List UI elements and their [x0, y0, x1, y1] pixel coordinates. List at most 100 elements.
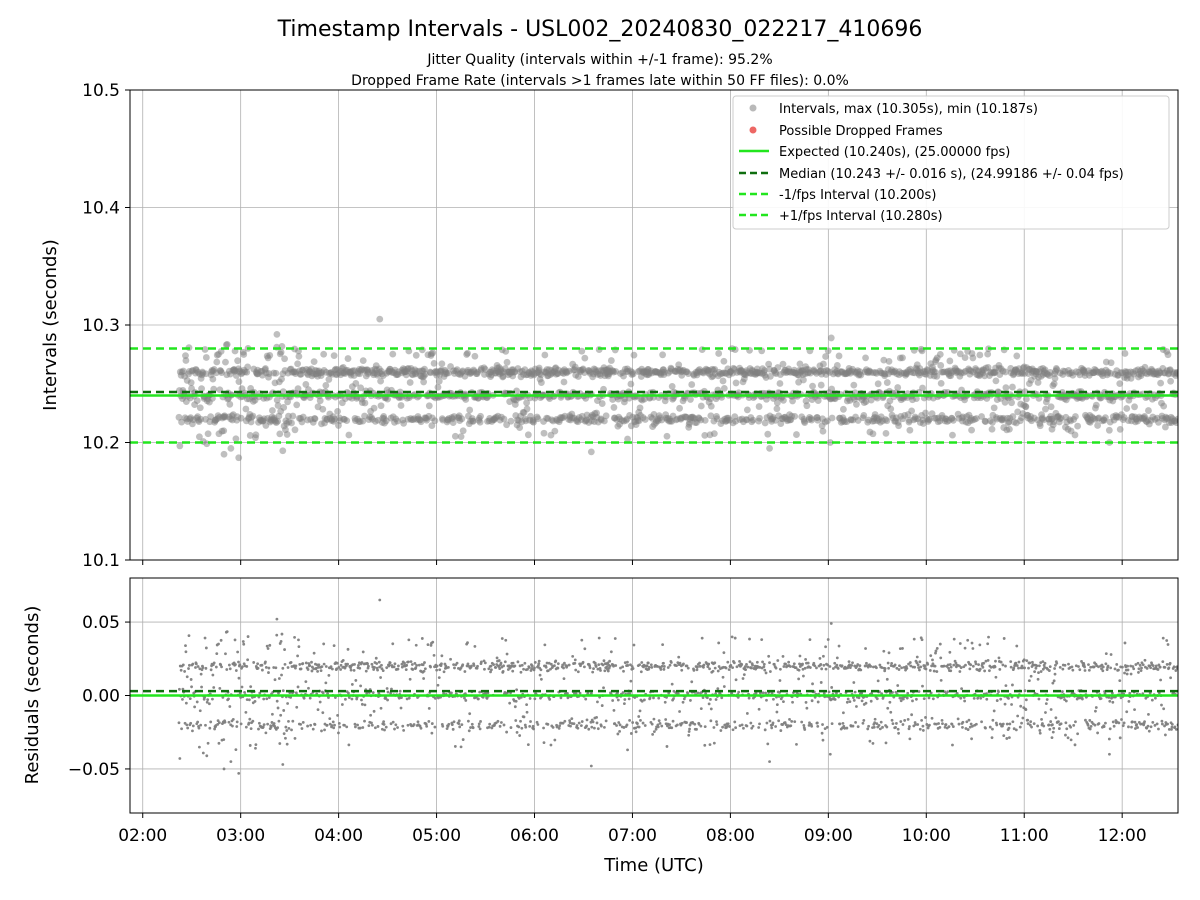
interval-point	[179, 367, 187, 375]
residual-point	[1155, 722, 1159, 726]
residual-point	[593, 726, 596, 730]
residual-point	[848, 663, 851, 667]
residual-point	[1047, 669, 1051, 672]
residual-point	[1051, 723, 1054, 727]
residual-point	[1168, 661, 1172, 665]
chart-subtitle-dropped: Dropped Frame Rate (intervals >1 frames …	[351, 73, 849, 89]
x-tick-label: 07:00	[608, 826, 657, 846]
residual-point	[1094, 706, 1098, 709]
residual-point	[381, 669, 385, 672]
residual-point	[993, 665, 997, 669]
interval-point	[1164, 351, 1172, 359]
residual-point	[758, 691, 762, 695]
interval-point	[1009, 413, 1017, 420]
residual-point	[735, 665, 739, 669]
residual-point	[1035, 664, 1039, 668]
residual-point	[625, 723, 629, 727]
residual-point	[687, 730, 691, 733]
residual-point	[734, 678, 738, 682]
residual-point	[908, 737, 912, 741]
residual-point	[252, 661, 256, 664]
interval-point	[766, 444, 773, 452]
residual-point	[276, 706, 280, 710]
residual-point	[1134, 663, 1138, 666]
residual-point	[1003, 702, 1007, 706]
residual-point	[457, 722, 461, 725]
residual-point	[613, 637, 617, 640]
residual-point	[1145, 726, 1149, 730]
residual-point	[731, 728, 735, 732]
residual-point	[507, 664, 511, 668]
interval-point	[756, 414, 763, 422]
residual-point	[1027, 666, 1030, 670]
interval-point	[687, 396, 694, 403]
interval-point	[389, 350, 397, 358]
residual-point	[768, 760, 771, 763]
residual-point	[274, 666, 278, 670]
residual-point	[725, 724, 729, 728]
residual-point	[875, 722, 879, 726]
residual-point	[526, 743, 530, 747]
residual-point	[1054, 716, 1058, 720]
residual-point	[264, 731, 268, 735]
residual-point	[802, 674, 805, 678]
residual-point	[926, 662, 930, 666]
interval-point	[235, 378, 243, 386]
interval-point	[359, 357, 367, 365]
interval-point	[291, 426, 299, 434]
residual-point	[680, 668, 684, 672]
residual-point	[529, 720, 532, 723]
residual-point	[872, 725, 876, 729]
residual-point	[267, 671, 270, 674]
residual-point	[472, 664, 476, 667]
residual-point	[387, 663, 391, 667]
residual-point	[897, 668, 901, 671]
residual-point	[1005, 737, 1009, 740]
interval-point	[1050, 380, 1058, 388]
residual-point	[632, 643, 636, 647]
residual-point	[770, 726, 774, 730]
residual-point	[832, 667, 835, 670]
residual-point	[982, 661, 986, 665]
interval-point	[344, 355, 352, 362]
residual-point	[433, 725, 437, 729]
residual-point	[487, 667, 491, 671]
residual-point	[466, 719, 470, 723]
residual-point	[436, 683, 440, 687]
residual-point	[546, 669, 550, 673]
residual-point	[911, 699, 914, 703]
interval-point	[1005, 425, 1013, 433]
residual-point	[187, 667, 190, 670]
residual-point	[787, 660, 791, 664]
residual-point	[409, 660, 413, 664]
residual-point	[1133, 708, 1136, 712]
residual-point	[970, 641, 974, 645]
residual-point	[390, 687, 393, 691]
interval-point	[425, 402, 433, 410]
residual-point	[1100, 667, 1103, 671]
residual-point	[460, 723, 464, 727]
residual-point	[204, 723, 207, 727]
residual-point	[244, 710, 248, 714]
residual-point	[685, 664, 689, 668]
residual-point	[502, 664, 505, 668]
residual-point	[533, 660, 537, 664]
residual-point	[284, 736, 287, 740]
residual-point	[217, 741, 221, 745]
residual-point	[930, 664, 934, 668]
residual-point	[912, 637, 916, 641]
x-tick-label: 10:00	[902, 826, 951, 846]
residual-point	[407, 696, 411, 700]
residual-point	[296, 685, 300, 689]
residual-point	[837, 644, 841, 648]
residual-point	[602, 659, 606, 663]
interval-point	[232, 435, 240, 443]
residual-point	[1110, 691, 1114, 695]
residual-point	[376, 668, 379, 672]
residual-point	[218, 686, 222, 690]
residual-point	[869, 699, 873, 703]
residual-point	[891, 722, 895, 726]
interval-point	[523, 405, 531, 413]
interval-point	[204, 430, 212, 438]
